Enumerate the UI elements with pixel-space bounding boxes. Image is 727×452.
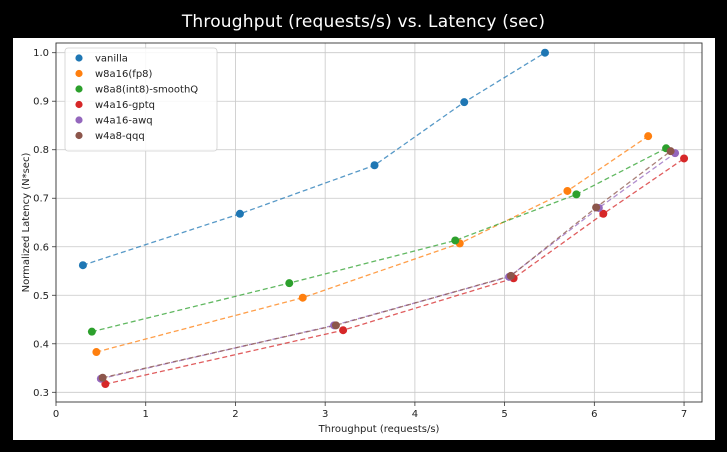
data-point-w8a8(int8)-smoothQ: [285, 279, 294, 288]
x-tick-label: 7: [681, 409, 687, 420]
legend-label: w8a16(fp8): [95, 69, 153, 80]
x-tick-label: 0: [53, 409, 59, 420]
series-line-w4a16-gptq: [105, 157, 685, 385]
legend-marker: [75, 131, 83, 140]
data-point-w4a8-qqq: [592, 203, 601, 212]
y-tick-label: 0.7: [33, 194, 49, 205]
legend-label: w8a8(int8)-smoothQ: [95, 85, 198, 96]
x-tick-label: 6: [591, 409, 597, 420]
legend-marker: [75, 54, 83, 62]
data-point-w4a8-qqq: [331, 321, 340, 330]
data-point-vanilla: [78, 261, 87, 270]
legend-label: vanilla: [95, 54, 128, 65]
y-axis-label: Normalized Latency (N*sec): [21, 153, 32, 293]
legend-marker: [75, 85, 83, 93]
legend-label: w4a16-gptq: [95, 100, 155, 111]
data-point-w8a16(fp8): [92, 348, 101, 357]
y-tick-label: 1.0: [33, 48, 49, 59]
legend-marker: [75, 100, 83, 109]
data-point-w8a16(fp8): [298, 293, 307, 302]
data-point-w8a16(fp8): [563, 186, 572, 195]
legend-label: w4a16-awq: [95, 116, 153, 127]
y-tick-label: 0.8: [33, 145, 49, 156]
data-point-w4a8-qqq: [98, 373, 107, 382]
data-point-w8a16(fp8): [644, 132, 653, 141]
series-line-w8a8(int8)-smoothQ: [91, 147, 667, 333]
legend-box: [64, 47, 218, 152]
data-point-vanilla: [460, 98, 469, 107]
data-point-vanilla: [370, 161, 379, 170]
legend-marker: [75, 69, 83, 78]
legend-label: w4a8-qqq: [95, 131, 145, 142]
data-point-w4a16-gptq: [339, 326, 348, 335]
y-tick-label: 0.3: [33, 388, 49, 399]
x-axis-label: Throughput (requests/s): [318, 424, 440, 435]
x-tick-label: 1: [143, 409, 149, 420]
chart-figure: 0 1 2 3 4 5 6 7 0.3 0.4 0.5 0.6 0.7 0.8 0.9 1.0 Throughp…: [13, 38, 715, 440]
x-tick-label: 4: [412, 409, 418, 420]
chart-svg: 0 1 2 3 4 5 6 7 0.3 0.4 0.5 0.6 0.7 0.8 0.9 1.0 Throughp…: [21, 42, 703, 435]
data-point-w4a16-gptq: [680, 154, 689, 163]
data-point-w8a8(int8)-smoothQ: [572, 190, 581, 199]
x-tick-label: 2: [232, 409, 238, 420]
y-tick-label: 0.9: [33, 97, 49, 108]
legend-marker: [75, 116, 83, 124]
data-point-w8a8(int8)-smoothQ: [451, 236, 460, 245]
data-point-w4a16-gptq: [599, 209, 608, 218]
plot-frame: [55, 42, 703, 403]
slide-title: Throughput (requests/s) vs. Latency (sec…: [181, 12, 546, 32]
x-tick-label: 3: [322, 409, 328, 420]
y-tick-label: 0.5: [33, 291, 49, 302]
y-tick-label: 0.6: [33, 242, 49, 253]
x-tick-label: 5: [501, 409, 507, 420]
data-point-w8a8(int8)-smoothQ: [87, 327, 96, 336]
data-point-w4a8-qqq: [666, 147, 675, 156]
data-point-w4a16-gptq: [101, 380, 110, 389]
data-point-vanilla: [540, 48, 549, 57]
y-tick-label: 0.4: [33, 339, 49, 350]
data-point-vanilla: [235, 209, 244, 218]
data-point-w4a8-qqq: [506, 271, 515, 280]
